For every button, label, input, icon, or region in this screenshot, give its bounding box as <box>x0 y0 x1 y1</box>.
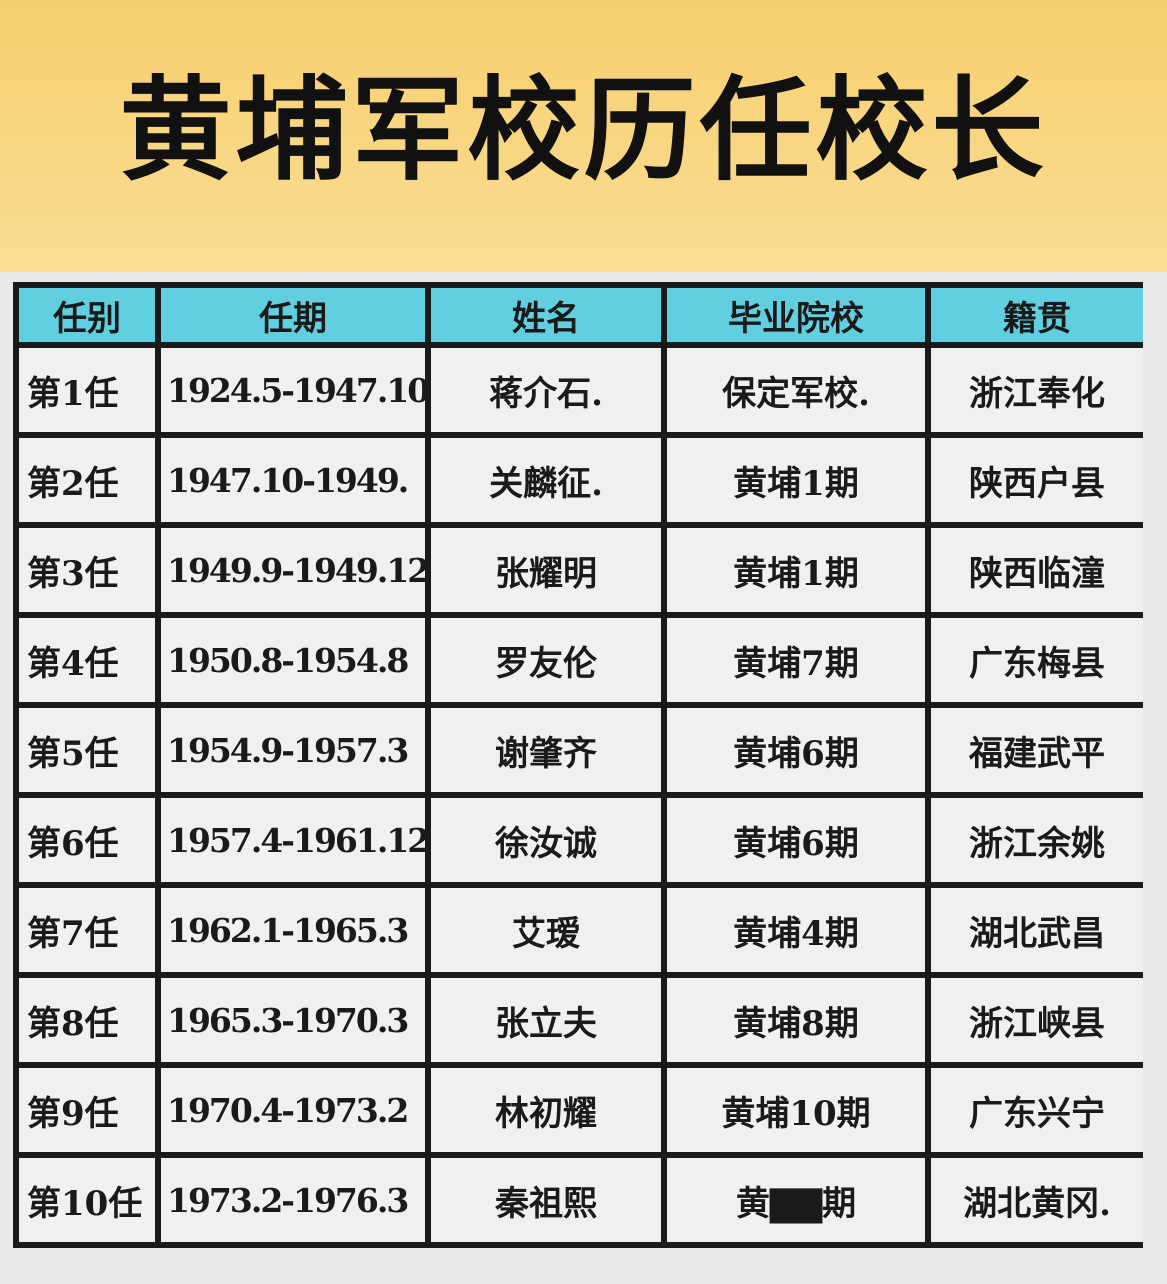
table-cell: 第1任 <box>19 348 155 432</box>
table-cell: 广东兴宁 <box>931 1068 1143 1152</box>
table-cell: 秦祖熙 <box>431 1158 661 1242</box>
table-cell: 第6任 <box>19 798 155 882</box>
header-band: 黄埔军校历任校长 <box>0 0 1167 272</box>
table-row: 第1任 1924.5-1947.10. 蒋介石. 保定军校. 浙江奉化 <box>19 348 1143 432</box>
table-cell: 第5任 <box>19 708 155 792</box>
table-cell: 罗友伦 <box>431 618 661 702</box>
table-row: 第10任 1973.2-1976.3 秦祖熙 黄▇▇期 湖北黄冈. <box>19 1158 1143 1242</box>
table-cell: 1973.2-1976.3 <box>161 1158 425 1242</box>
table-cell: 黄▇▇期 <box>667 1158 925 1242</box>
table-cell: 保定军校. <box>667 348 925 432</box>
table-cell: 第8任 <box>19 978 155 1062</box>
table-cell: 浙江峡县 <box>931 978 1143 1062</box>
table-cell: 徐汝诚 <box>431 798 661 882</box>
table-frame: 任别 任期 姓名 毕业院校 籍贯 第1任 1924.5-1947.10. 蒋介石. 保定军校.… <box>13 282 1143 1248</box>
table-cell: 1970.4-1973.2 <box>161 1068 425 1152</box>
table-cell: 1957.4-1961.12 <box>161 798 425 882</box>
table-cell: 林初耀 <box>431 1068 661 1152</box>
table-cell: 黄埔10期 <box>667 1068 925 1152</box>
table-body: 第1任 1924.5-1947.10. 蒋介石. 保定军校. 浙江奉化 第2任 1947.1… <box>19 348 1143 1242</box>
table-cell: 第10任 <box>19 1158 155 1242</box>
table-cell: 1965.3-1970.3 <box>161 978 425 1062</box>
table-cell: 黄埔7期 <box>667 618 925 702</box>
table-cell: 黄埔6期 <box>667 798 925 882</box>
table-row: 第4任 1950.8-1954.8 罗友伦 黄埔7期 广东梅县 <box>19 618 1143 702</box>
table-cell: 黄埔1期 <box>667 528 925 612</box>
table-cell: 第4任 <box>19 618 155 702</box>
table-cell: 1954.9-1957.3 <box>161 708 425 792</box>
table-cell: 1962.1-1965.3 <box>161 888 425 972</box>
table-cell: 黄埔1期 <box>667 438 925 522</box>
table-cell: 第7任 <box>19 888 155 972</box>
table: 任别 任期 姓名 毕业院校 籍贯 第1任 1924.5-1947.10. 蒋介石. 保定军校.… <box>13 282 1149 1248</box>
table-cell: 1924.5-1947.10. <box>161 348 425 432</box>
table-row: 第5任 1954.9-1957.3 谢肇齐 黄埔6期 福建武平 <box>19 708 1143 792</box>
table-cell: 陕西户县 <box>931 438 1143 522</box>
table-cell: 第3任 <box>19 528 155 612</box>
table-cell: 福建武平 <box>931 708 1143 792</box>
table-row: 第6任 1957.4-1961.12 徐汝诚 黄埔6期 浙江余姚 <box>19 798 1143 882</box>
table-row: 第8任 1965.3-1970.3 张立夫 黄埔8期 浙江峡县 <box>19 978 1143 1062</box>
table-cell: 第9任 <box>19 1068 155 1152</box>
table-cell: 1950.8-1954.8 <box>161 618 425 702</box>
header-row: 任别 任期 姓名 毕业院校 籍贯 <box>19 288 1143 342</box>
table-cell: 黄埔4期 <box>667 888 925 972</box>
table-row: 第7任 1962.1-1965.3 艾瑷 黄埔4期 湖北武昌 <box>19 888 1143 972</box>
table-cell: 第2任 <box>19 438 155 522</box>
table-cell: 广东梅县 <box>931 618 1143 702</box>
table-cell: 1947.10-1949. <box>161 438 425 522</box>
header-cell: 任期 <box>161 288 425 342</box>
table-cell: 张耀明 <box>431 528 661 612</box>
header-cell: 毕业院校 <box>667 288 925 342</box>
table-cell: 黄埔6期 <box>667 708 925 792</box>
table-cell: 关麟征. <box>431 438 661 522</box>
table-cell: 湖北黄冈. <box>931 1158 1143 1242</box>
table-cell: 浙江余姚 <box>931 798 1143 882</box>
table-row: 第2任 1947.10-1949. 关麟征. 黄埔1期 陕西户县 <box>19 438 1143 522</box>
table-cell: 1949.9-1949.12 <box>161 528 425 612</box>
table-cell: 张立夫 <box>431 978 661 1062</box>
table-row: 第9任 1970.4-1973.2 林初耀 黄埔10期 广东兴宁 <box>19 1068 1143 1152</box>
table-cell: 浙江奉化 <box>931 348 1143 432</box>
table-cell: 谢肇齐 <box>431 708 661 792</box>
table-cell: 陕西临潼 <box>931 528 1143 612</box>
table-cell: 蒋介石. <box>431 348 661 432</box>
header-cell: 姓名 <box>431 288 661 342</box>
table-cell: 艾瑷 <box>431 888 661 972</box>
title: 黄埔军校历任校长 <box>119 66 1048 196</box>
header-cell: 任别 <box>19 288 155 342</box>
header-cell: 籍贯 <box>931 288 1143 342</box>
table-cell: 黄埔8期 <box>667 978 925 1062</box>
table-row: 第3任 1949.9-1949.12 张耀明 黄埔1期 陕西临潼 <box>19 528 1143 612</box>
table-cell: 湖北武昌 <box>931 888 1143 972</box>
